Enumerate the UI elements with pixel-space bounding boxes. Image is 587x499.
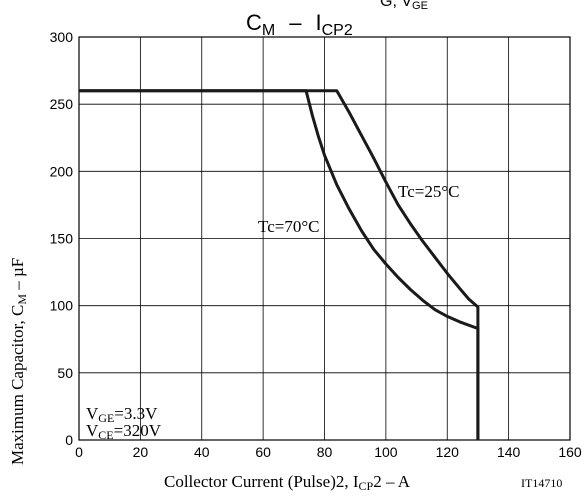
x-tick-label: 140 (497, 444, 521, 460)
annotation-tc70: Tc=70°C (258, 217, 319, 236)
y-tick-label: 150 (50, 231, 74, 247)
x-tick-label: 80 (317, 444, 333, 460)
annotation-tc25: Tc=25°C (398, 182, 459, 201)
y-tick-label: 250 (50, 96, 74, 112)
y-tick-label: 100 (50, 298, 74, 314)
y-axis-label: Maximum Capacitor, CM – µF (8, 258, 29, 465)
series-line-tc70 (79, 89, 480, 440)
x-tick-label: 160 (558, 444, 582, 460)
series-line-tc25 (79, 89, 480, 440)
grid (78, 36, 571, 441)
x-tick-label: 0 (75, 444, 83, 460)
y-tick-label: 50 (57, 365, 73, 381)
y-tick-label: 300 (50, 29, 74, 45)
x-tick-label: 120 (436, 444, 460, 460)
y-tick-label: 0 (65, 432, 73, 448)
annotation-vge: VGE=3.3V (86, 404, 158, 425)
x-tick-label: 100 (374, 444, 398, 460)
plot-frame (78, 36, 571, 441)
figure-id: IT14710 (521, 476, 562, 490)
x-tick-label: 60 (255, 444, 271, 460)
series-group (79, 89, 480, 440)
y-tick-labels: 0 50 100 150 200 250 300 (50, 29, 74, 448)
x-tick-labels: 0 20 40 60 80 100 120 140 160 (75, 444, 582, 460)
y-tick-label: 200 (50, 163, 74, 179)
x-tick-label: 40 (194, 444, 210, 460)
x-axis-label: Collector Current (Pulse)2, ICP2 – A (164, 472, 411, 493)
x-tick-label: 20 (133, 444, 149, 460)
chart-title: CM – ICP2 (246, 10, 353, 39)
annotation-vce: VCE=320V (86, 421, 162, 442)
title-cropped-fragment: G, VGE (380, 0, 428, 12)
